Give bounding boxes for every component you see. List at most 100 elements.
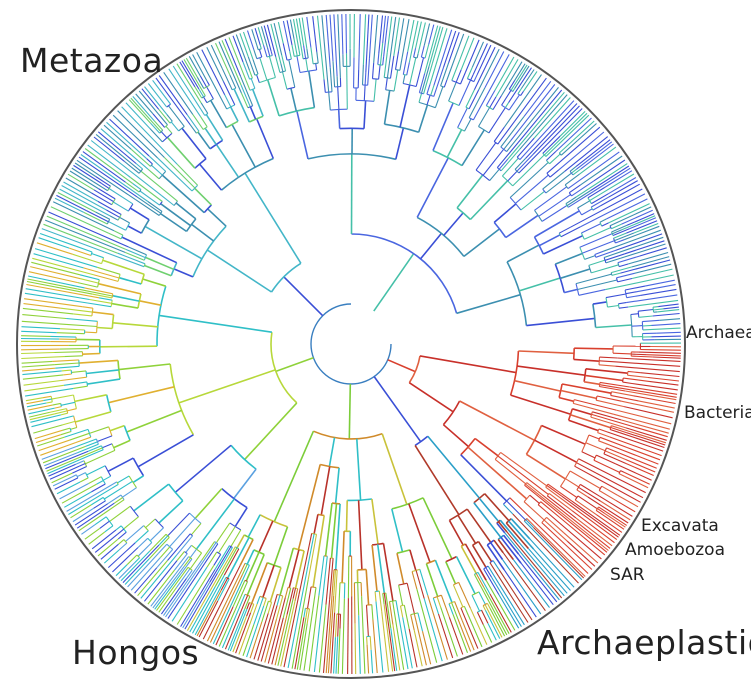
branch (234, 562, 246, 586)
branch (284, 587, 289, 598)
branch (566, 190, 591, 207)
branch (601, 222, 609, 227)
branch (247, 56, 256, 76)
branch (663, 306, 679, 310)
branch (443, 79, 448, 88)
branch (523, 520, 540, 537)
branch (611, 391, 634, 397)
branch (512, 154, 545, 187)
branch (85, 441, 98, 447)
branch (538, 194, 571, 217)
branch (514, 65, 530, 89)
branch (263, 598, 267, 607)
branch (489, 613, 503, 638)
branch (257, 617, 271, 661)
branch (600, 183, 640, 207)
branch (118, 562, 135, 579)
branch (460, 454, 508, 502)
branch (587, 496, 629, 524)
branch (599, 385, 626, 392)
branch (407, 19, 415, 52)
branch (109, 505, 131, 522)
branch (652, 306, 659, 308)
branch (505, 522, 530, 550)
branch (306, 586, 312, 609)
branch-arc (421, 56, 426, 59)
branch (294, 617, 305, 670)
branch (506, 126, 527, 152)
branch (98, 282, 142, 295)
branch (506, 531, 563, 599)
branch (332, 569, 335, 586)
branch (106, 121, 148, 160)
branch (581, 208, 593, 216)
branch (94, 533, 118, 553)
branch (132, 183, 142, 191)
branch (20, 337, 60, 340)
branch (543, 519, 568, 542)
branch (474, 437, 499, 457)
branch (484, 604, 491, 614)
branch (603, 248, 630, 259)
branch (415, 570, 425, 599)
branch (565, 196, 577, 205)
branch (486, 603, 491, 609)
branch (560, 226, 581, 238)
branch (37, 436, 65, 447)
branch (437, 613, 454, 659)
branch (558, 516, 606, 556)
branch-arc (128, 475, 137, 489)
branch (87, 302, 112, 308)
branch (463, 606, 469, 616)
branch (598, 364, 616, 367)
branch (508, 520, 535, 550)
branch (275, 356, 314, 373)
branch (446, 33, 465, 81)
branch (85, 449, 116, 465)
branch (402, 74, 406, 84)
branch (392, 601, 398, 628)
branch (62, 427, 71, 431)
branch (258, 520, 274, 553)
branch (127, 553, 159, 588)
branch (510, 84, 556, 141)
branch (102, 259, 145, 275)
branch (171, 566, 208, 622)
branch (157, 543, 168, 554)
branch (608, 177, 637, 195)
branch (288, 59, 296, 88)
branch-arc (191, 544, 202, 554)
branch (604, 512, 626, 528)
branch (54, 410, 68, 415)
branch (588, 259, 606, 266)
branch (584, 226, 612, 240)
branch (157, 113, 168, 126)
branch (459, 35, 470, 60)
branch (57, 192, 96, 213)
branch (157, 157, 193, 192)
branch (318, 604, 327, 673)
branch (397, 18, 405, 52)
branch (169, 517, 196, 548)
branch (68, 487, 113, 515)
branch (630, 313, 639, 316)
branch (629, 217, 657, 230)
branch (506, 500, 526, 521)
branch (324, 503, 333, 557)
branch (443, 30, 457, 68)
branch (34, 248, 98, 268)
branch-arc (311, 586, 317, 589)
branch-arc (254, 73, 259, 76)
branch (46, 215, 127, 250)
branch-arc (385, 89, 395, 92)
branch (98, 188, 116, 200)
branch (558, 226, 571, 234)
branch (329, 14, 334, 62)
branch (501, 90, 512, 106)
branch-arc (391, 497, 424, 510)
branch (423, 598, 443, 662)
branch (618, 473, 626, 477)
branch (206, 46, 224, 82)
branch (44, 452, 78, 467)
branch (577, 123, 597, 141)
